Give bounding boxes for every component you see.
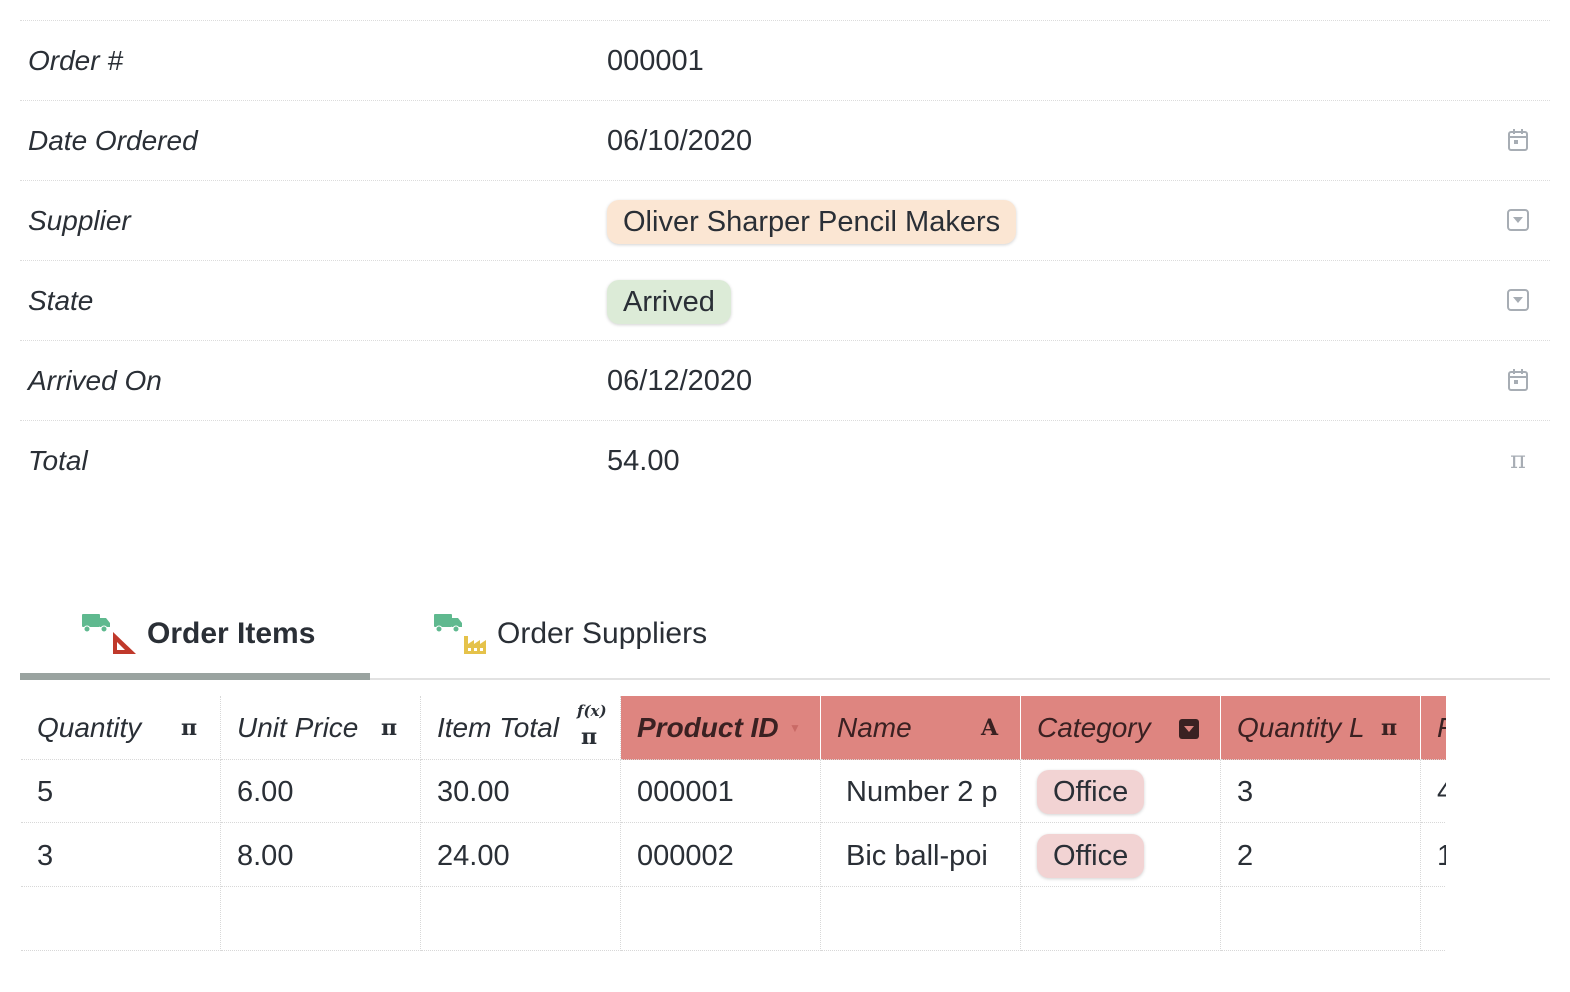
date-ordered-value[interactable]: 06/10/2020 xyxy=(607,125,753,157)
field-label: Arrived On xyxy=(28,365,162,396)
cell-empty[interactable] xyxy=(1021,888,1221,951)
column-header-category[interactable]: Category xyxy=(1021,696,1221,760)
column-header-product-id[interactable]: Product ID ▼ xyxy=(621,696,821,760)
dropdown-icon[interactable] xyxy=(1506,288,1530,312)
column-header-name[interactable]: Name A xyxy=(821,696,1021,760)
cell-empty[interactable] xyxy=(621,888,821,951)
pi-icon: π xyxy=(381,715,398,741)
category-pill: Office xyxy=(1037,770,1145,814)
field-label: State xyxy=(28,285,94,316)
tab-label: Order Suppliers xyxy=(497,617,708,650)
table-row: 3 8.00 24.00 000002 Bic ball-poi Office … xyxy=(21,824,1446,888)
order-items-table: Quantity π Unit Price π Item Total f(x) … xyxy=(21,696,1446,952)
cell-truncated[interactable]: 4 xyxy=(1421,760,1446,823)
cell-item-total[interactable]: 24.00 xyxy=(421,824,621,887)
field-arrived-on: Arrived On 06/12/2020 xyxy=(20,340,1550,420)
state-choice-pill[interactable]: Arrived xyxy=(607,280,731,324)
cell-empty[interactable] xyxy=(21,888,221,951)
cell-item-total[interactable]: 30.00 xyxy=(421,760,621,823)
tab-label: Order Items xyxy=(147,617,316,650)
cell-quantity-left[interactable]: 2 xyxy=(1221,824,1421,887)
cell-empty[interactable] xyxy=(1421,888,1446,951)
pi-icon: π xyxy=(181,715,198,741)
cell-empty[interactable] xyxy=(821,888,1021,951)
field-label: Total xyxy=(28,445,88,476)
cell-unit-price[interactable]: 6.00 xyxy=(221,760,421,823)
order-record-form: Order # 000001 Date Ordered 06/10/2020 S… xyxy=(20,20,1550,500)
field-date-ordered: Date Ordered 06/10/2020 xyxy=(20,100,1550,180)
calendar-icon[interactable] xyxy=(1506,128,1530,152)
field-label: Supplier xyxy=(28,205,131,236)
category-pill: Office xyxy=(1037,834,1145,878)
tab-order-items[interactable]: Order Items xyxy=(20,596,370,680)
truck-ruler-icon xyxy=(80,612,138,658)
arrived-on-value[interactable]: 06/12/2020 xyxy=(607,365,753,397)
formula-icon: f(x) xyxy=(577,702,607,720)
cell-product-id[interactable]: 000002 xyxy=(621,824,821,887)
tab-order-suppliers[interactable]: Order Suppliers xyxy=(430,596,750,678)
order-number-value[interactable]: 000001 xyxy=(607,45,704,77)
column-header-truncated[interactable]: R xyxy=(1421,696,1446,760)
calendar-icon[interactable] xyxy=(1506,368,1530,392)
table-row: 5 6.00 30.00 000001 Number 2 p Office 3 … xyxy=(21,760,1446,824)
cell-truncated[interactable]: 1 xyxy=(1421,824,1446,887)
field-supplier: Supplier Oliver Sharper Pencil Makers xyxy=(20,180,1550,260)
dropdown-icon[interactable] xyxy=(1506,208,1530,232)
field-total: Total 54.00 π xyxy=(20,420,1550,500)
total-value[interactable]: 54.00 xyxy=(607,445,680,477)
pi-icon: π xyxy=(1510,446,1526,474)
cell-empty[interactable] xyxy=(1221,888,1421,951)
field-state: State Arrived xyxy=(20,260,1550,340)
cell-product-id[interactable]: 000001 xyxy=(621,760,821,823)
cell-quantity-left[interactable]: 3 xyxy=(1221,760,1421,823)
text-type-icon: A xyxy=(981,715,999,741)
section-tabs: Order Items Order Suppliers xyxy=(20,596,1550,680)
field-label: Date Ordered xyxy=(28,125,198,156)
cell-name[interactable]: Bic ball-poi xyxy=(821,824,1021,887)
cell-quantity[interactable]: 3 xyxy=(21,824,221,887)
cell-empty[interactable] xyxy=(421,888,621,951)
field-order-number: Order # 000001 xyxy=(20,20,1550,100)
cell-category[interactable]: Office xyxy=(1021,824,1221,887)
pi-icon: π xyxy=(581,724,598,750)
pi-icon: π xyxy=(1381,696,1398,759)
table-header-row: Quantity π Unit Price π Item Total f(x) … xyxy=(21,696,1446,760)
column-header-unit-price[interactable]: Unit Price π xyxy=(221,696,421,760)
active-tab-indicator xyxy=(20,673,370,680)
dropdown-icon xyxy=(1179,696,1199,759)
sort-icon[interactable]: ▼ xyxy=(789,721,801,735)
cell-empty[interactable] xyxy=(221,888,421,951)
cell-category[interactable]: Office xyxy=(1021,760,1221,823)
cell-quantity[interactable]: 5 xyxy=(21,760,221,823)
cell-name[interactable]: Number 2 p xyxy=(821,760,1021,823)
table-add-row[interactable] xyxy=(21,888,1446,952)
supplier-choice-pill[interactable]: Oliver Sharper Pencil Makers xyxy=(607,200,1017,244)
column-header-quantity[interactable]: Quantity π xyxy=(21,696,221,760)
field-label: Order # xyxy=(28,45,123,76)
cell-unit-price[interactable]: 8.00 xyxy=(221,824,421,887)
column-header-quantity-left[interactable]: Quantity L π xyxy=(1221,696,1421,760)
truck-factory-icon xyxy=(432,612,490,658)
column-header-item-total[interactable]: Item Total f(x) π xyxy=(421,696,621,760)
